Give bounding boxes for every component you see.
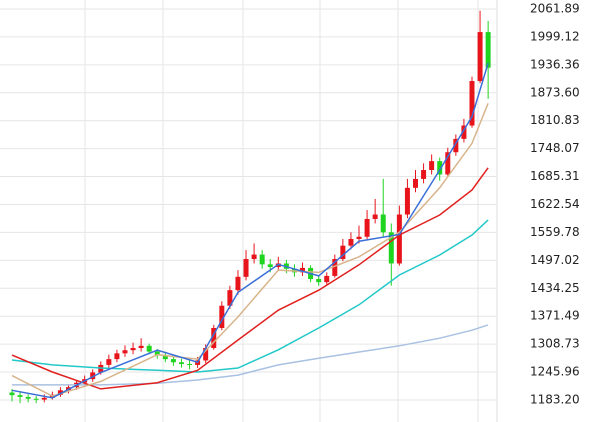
candle-body <box>413 178 418 188</box>
y-tick-label: 1434.25 <box>530 281 580 295</box>
candle-body <box>170 359 176 363</box>
candle-body <box>421 170 427 179</box>
y-tick-label: 1936.36 <box>530 57 580 71</box>
candle-body <box>41 397 47 400</box>
candle-body <box>485 32 491 68</box>
candle-body <box>122 350 128 354</box>
candle-body <box>380 214 386 233</box>
candle-body <box>146 345 152 352</box>
moving-average-line <box>11 167 489 390</box>
candle-body <box>477 32 483 82</box>
candle-body <box>453 138 459 153</box>
candle-body <box>461 125 467 139</box>
candle-body <box>316 279 322 283</box>
candle-body <box>437 161 443 175</box>
candle-body <box>211 327 217 349</box>
candle-body <box>154 351 160 356</box>
y-tick-label: 1999.12 <box>530 29 580 43</box>
candle-body <box>372 214 378 219</box>
candle-body <box>364 218 370 237</box>
candle-body <box>243 259 249 277</box>
candle-body <box>187 364 193 366</box>
y-tick-label: 1622.54 <box>530 197 580 211</box>
y-tick-label: 1873.60 <box>530 85 580 99</box>
y-tick-label: 1308.73 <box>530 337 580 351</box>
candle-body <box>178 362 184 365</box>
candle-body <box>469 81 475 126</box>
candle-body <box>203 348 209 361</box>
y-tick-label: 1371.49 <box>530 309 580 323</box>
candle-body <box>162 355 168 360</box>
moving-average-line <box>11 103 489 397</box>
candle-body <box>106 359 112 365</box>
candle-body <box>300 267 306 273</box>
moving-average-line <box>11 219 489 373</box>
y-tick-label: 1559.78 <box>530 225 580 239</box>
candle-body <box>396 214 402 264</box>
moving-average-line <box>12 324 489 386</box>
y-tick-label: 1183.20 <box>530 392 580 406</box>
candle-body <box>90 372 96 380</box>
candle-body <box>219 305 225 328</box>
candle-body <box>227 290 233 306</box>
candle-body <box>114 353 120 360</box>
candle-body <box>324 275 330 283</box>
y-tick-label: 1497.02 <box>530 253 580 267</box>
candle-body <box>17 395 23 397</box>
candle-body <box>33 398 39 400</box>
candle-body <box>340 245 346 260</box>
candle-body <box>251 254 257 260</box>
candle-body <box>57 390 63 395</box>
candle-body <box>259 254 265 265</box>
candle-body <box>9 392 15 396</box>
candle-body <box>267 264 273 268</box>
candle-body <box>138 345 144 349</box>
candle-body <box>445 152 451 175</box>
candle-body <box>332 259 338 276</box>
y-tick-label: 1810.83 <box>530 113 580 127</box>
candle-body <box>235 276 241 291</box>
y-tick-label: 1748.07 <box>530 141 580 155</box>
candle-body <box>404 187 410 215</box>
candle-body <box>356 236 362 239</box>
candle-body <box>130 348 136 351</box>
y-tick-label: 2061.89 <box>530 1 580 15</box>
candle-body <box>429 161 435 171</box>
y-tick-label: 1685.31 <box>530 169 580 183</box>
candle-body <box>388 232 394 264</box>
candle-body <box>25 396 31 399</box>
moving-average-line <box>11 62 489 399</box>
candle-body <box>348 238 354 246</box>
y-tick-label: 1245.96 <box>530 365 580 379</box>
